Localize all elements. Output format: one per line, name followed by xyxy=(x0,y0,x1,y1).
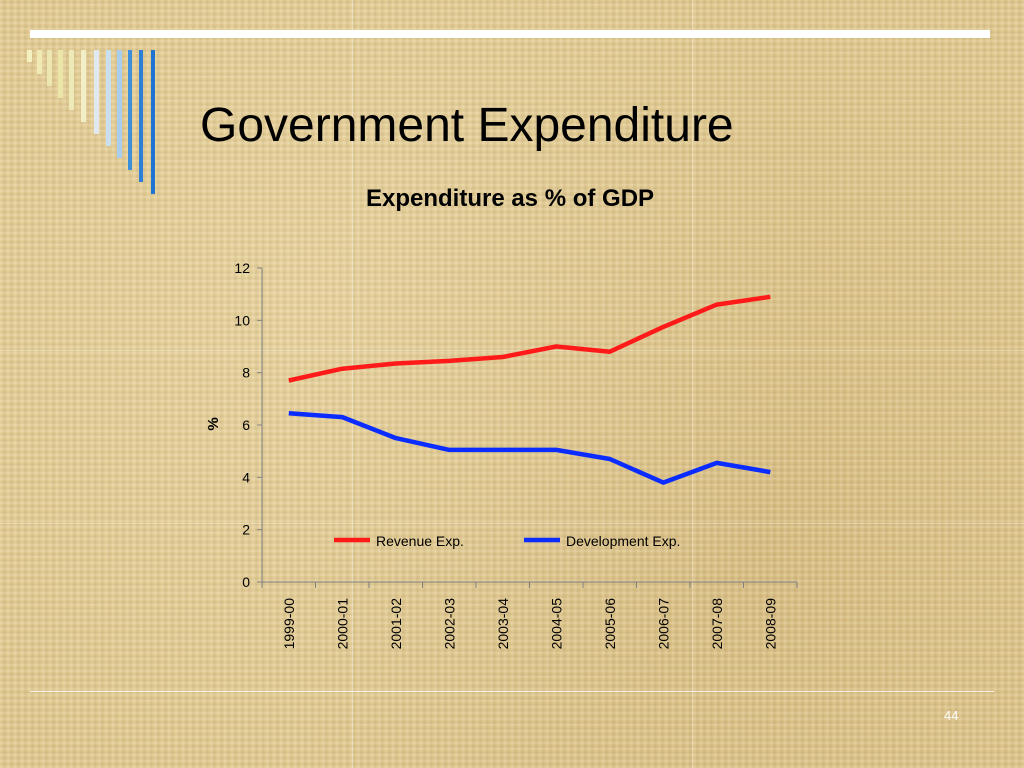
legend-label: Revenue Exp. xyxy=(376,533,464,549)
legend-label: Development Exp. xyxy=(566,533,680,549)
decorative-bar xyxy=(151,50,155,194)
y-tick-label: 8 xyxy=(242,365,250,381)
background-seam xyxy=(0,523,1024,524)
decorative-bar xyxy=(47,50,52,86)
decorative-bar xyxy=(58,50,63,98)
y-tick-label: 6 xyxy=(242,417,250,433)
x-tick-label: 2000-01 xyxy=(334,598,350,650)
y-tick-label: 12 xyxy=(234,260,250,276)
decorative-bar xyxy=(37,50,42,74)
decorative-bar xyxy=(106,50,111,146)
x-tick-label: 2008-09 xyxy=(762,598,778,650)
top-accent-bar xyxy=(30,30,990,38)
x-tick-label: 2003-04 xyxy=(495,598,511,650)
series-line-development xyxy=(288,410,771,485)
x-tick-label: 2002-03 xyxy=(441,598,457,650)
decorative-bar xyxy=(139,50,143,182)
background-seam xyxy=(352,0,353,768)
decorative-bar xyxy=(128,50,132,170)
y-tick-label: 10 xyxy=(234,312,250,328)
x-tick-label: 1999-00 xyxy=(281,598,297,650)
decorative-bar xyxy=(69,50,74,110)
x-tick-label: 2005-06 xyxy=(602,598,618,650)
x-tick-label: 2006-07 xyxy=(655,598,671,650)
x-tick-label: 2001-02 xyxy=(388,598,404,650)
decorative-bar xyxy=(27,50,32,62)
x-tick-label: 2004-05 xyxy=(548,598,564,650)
decorative-bar xyxy=(81,50,86,122)
y-tick-label: 4 xyxy=(242,469,250,485)
y-tick-label: 2 xyxy=(242,522,250,538)
series-line-revenue xyxy=(288,294,771,383)
bottom-rule xyxy=(30,691,994,692)
chart-title: Expenditure as % of GDP xyxy=(366,185,654,212)
decorative-bar xyxy=(94,50,99,134)
background-seam xyxy=(0,350,1024,351)
slide-title: Government Expenditure xyxy=(200,99,734,152)
page-number: 44 xyxy=(944,708,959,723)
y-axis-label: % xyxy=(205,417,222,430)
x-tick-label: 2007-08 xyxy=(709,598,725,650)
decorative-bar xyxy=(117,50,122,158)
y-tick-label: 0 xyxy=(242,574,250,590)
background-seam xyxy=(692,0,693,768)
